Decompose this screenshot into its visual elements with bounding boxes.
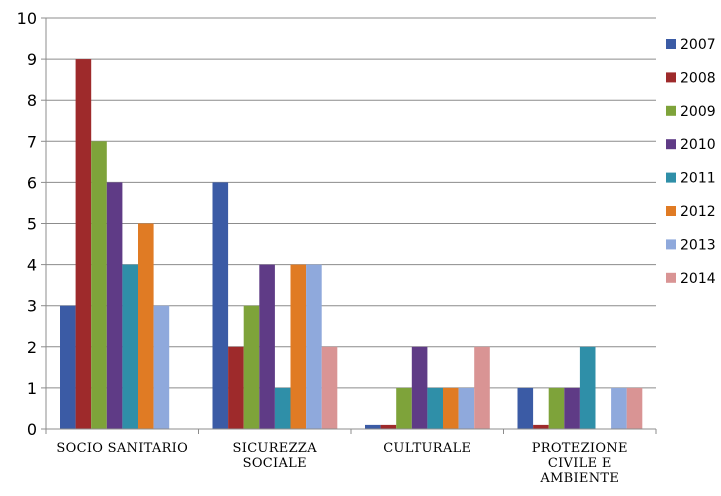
legend-item-2014: 2014 [666,271,716,287]
bar-2013-0 [153,305,170,429]
y-tick-label: 10 [17,9,37,28]
x-category-line: AMBIENTE [539,471,619,486]
bar-2007-0 [60,305,76,429]
bar-2008-2 [380,424,397,429]
y-tick-label: 1 [27,379,37,398]
legend-label: 2010 [680,137,716,153]
legend-label: 2012 [680,204,716,220]
y-tick-label: 6 [27,173,37,192]
legend-swatch [666,139,676,150]
bar-2009-3 [548,387,565,429]
bar-2010-1 [259,264,275,429]
x-category-line: SOCIO SANITARIO [56,441,188,456]
bar-2008-3 [533,424,549,429]
y-tick-label: 0 [27,420,37,439]
legend-label: 2013 [680,237,716,253]
legend-label: 2014 [680,271,716,287]
y-tick-label: 9 [27,50,37,69]
x-category-line: SICUREZZA [233,441,318,456]
bar-2014-1 [321,346,338,429]
bar-2011-1 [274,387,291,429]
legend-item-2011: 2011 [666,171,716,187]
legend-label: 2009 [680,104,716,120]
bar-2012-1 [290,264,307,429]
legend-swatch [666,105,676,116]
bar-2010-2 [411,346,428,429]
y-axis-ticks: 0 1 2 3 4 5 6 7 8 9 10 [17,9,46,439]
legend-item-2008: 2008 [666,70,716,86]
x-category-label: PROTEZIONE CIVILE E AMBIENTE [532,441,628,486]
bar-2007-3 [517,387,534,429]
bar-2012-0 [138,223,154,429]
legend-swatch [666,172,676,183]
bar-2012-2 [443,387,459,429]
bar-2008-0 [75,59,92,429]
x-category-label: CULTURALE [383,441,471,456]
legend-swatch [666,39,676,49]
bar-2007-2 [365,424,381,429]
y-tick-label: 8 [27,91,37,110]
bar-2011-0 [122,264,138,429]
legend: 2007 2008 2009 2010 2011 2012 2013 2014 [666,37,716,287]
legend-item-2007: 2007 [666,37,716,53]
bar-2014-3 [626,387,643,429]
legend-label: 2011 [680,171,716,187]
x-category-line: PROTEZIONE [532,441,628,456]
y-tick-label: 5 [27,215,37,234]
bar-2010-3 [564,387,580,429]
bars [60,59,643,430]
legend-swatch [666,239,676,250]
legend-label: 2008 [680,70,716,86]
y-tick-label: 2 [27,338,37,357]
axes [45,18,657,434]
y-tick-label: 3 [27,297,37,316]
x-category-line: CULTURALE [383,441,471,456]
legend-item-2010: 2010 [666,137,716,153]
x-category-line: SOCIALE [243,456,307,471]
legend-item-2009: 2009 [666,104,716,120]
bar-2011-2 [427,387,443,429]
bar-2009-1 [243,305,260,429]
x-axis-labels: SOCIO SANITARIO SICUREZZA SOCIALE CULTURALE… [56,441,627,486]
bar-2008-1 [228,346,244,429]
bar-2014-2 [474,346,490,429]
y-tick-label: 7 [27,132,37,151]
bar-2007-1 [212,182,229,429]
bar-2010-0 [106,182,123,429]
bar-2009-0 [91,141,107,430]
y-tick-label: 4 [27,256,37,275]
legend-swatch [666,72,676,83]
bar-2011-3 [579,346,596,429]
bar-2013-2 [458,387,475,429]
legend-swatch [666,206,676,216]
legend-label: 2007 [680,37,716,53]
x-category-label: SICUREZZA SOCIALE [233,441,318,471]
x-category-label: SOCIO SANITARIO [56,441,188,456]
bar-2009-2 [396,387,412,429]
bar-2013-1 [306,264,322,429]
x-category-line: CIVILE E [548,456,612,471]
legend-swatch [666,272,676,283]
legend-item-2013: 2013 [666,237,716,253]
bar-2013-3 [611,387,627,429]
legend-item-2012: 2012 [666,204,716,220]
